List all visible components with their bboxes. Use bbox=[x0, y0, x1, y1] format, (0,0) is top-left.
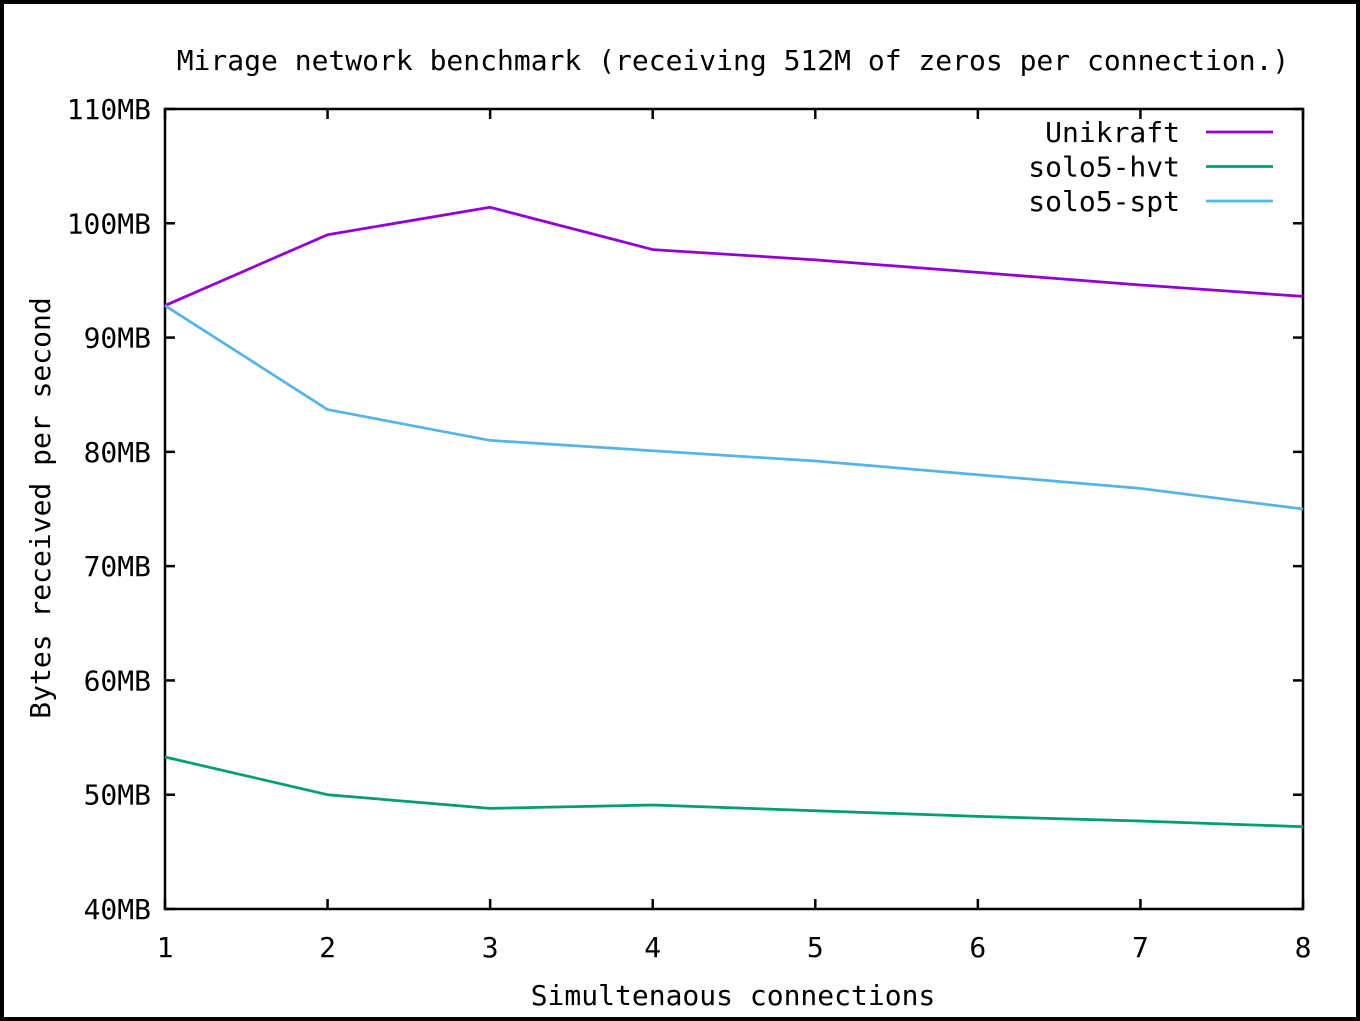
x-tick-label: 3 bbox=[482, 931, 499, 964]
x-axis-label: Simultenaous connections bbox=[531, 979, 936, 1012]
x-tick-label: 4 bbox=[644, 931, 661, 964]
x-tick-label: 5 bbox=[807, 931, 824, 964]
x-tick-label: 7 bbox=[1132, 931, 1149, 964]
benchmark-line-chart: 40MB 50MB 60MB 70MB 80MB 90MB 100MB 110MB 1 2 3 4 5 6… bbox=[24, 44, 1312, 1012]
y-tick-label: 40MB bbox=[84, 893, 151, 926]
x-tick-label: 6 bbox=[969, 931, 986, 964]
legend-label-solo5-spt: solo5-spt bbox=[1028, 185, 1180, 218]
x-tick-label: 8 bbox=[1295, 931, 1312, 964]
y-tick-label: 90MB bbox=[84, 322, 151, 355]
series-line-solo5-hvt bbox=[164, 755, 1304, 829]
y-tick-label: 80MB bbox=[84, 436, 151, 469]
legend-label-Unikraft: Unikraft bbox=[1045, 116, 1180, 149]
y-tick-label: 70MB bbox=[84, 550, 151, 583]
y-tick-label: 50MB bbox=[84, 779, 151, 812]
x-tick-label: 2 bbox=[319, 931, 336, 964]
y-axis-label: Bytes received per second bbox=[24, 297, 57, 718]
plot-border bbox=[163, 107, 1305, 911]
y-tick-label: 110MB bbox=[67, 93, 151, 126]
y-tick-label: 100MB bbox=[67, 207, 151, 240]
x-tick-label: 1 bbox=[157, 931, 174, 964]
legend-label-solo5-hvt: solo5-hvt bbox=[1028, 151, 1180, 184]
y-tick-label: 60MB bbox=[84, 664, 151, 697]
series-line-Unikraft bbox=[164, 205, 1304, 307]
chart-title: Mirage network benchmark (receiving 512M… bbox=[177, 44, 1290, 77]
series-line-solo5-spt bbox=[164, 304, 1304, 511]
